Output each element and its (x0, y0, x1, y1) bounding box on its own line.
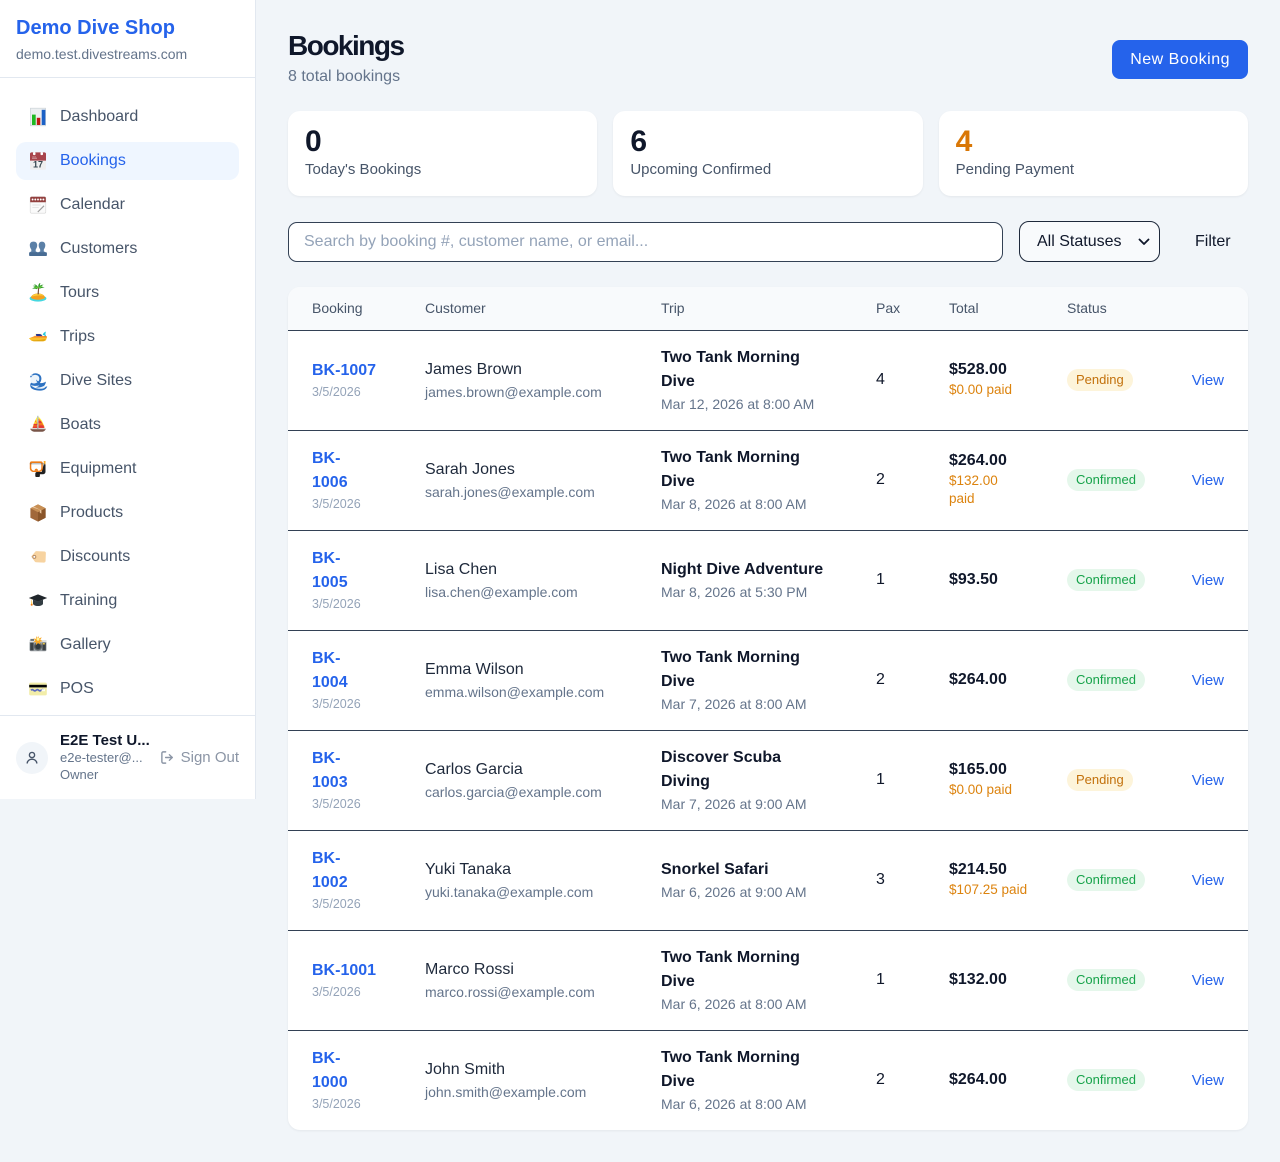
svg-text:17: 17 (33, 160, 43, 170)
